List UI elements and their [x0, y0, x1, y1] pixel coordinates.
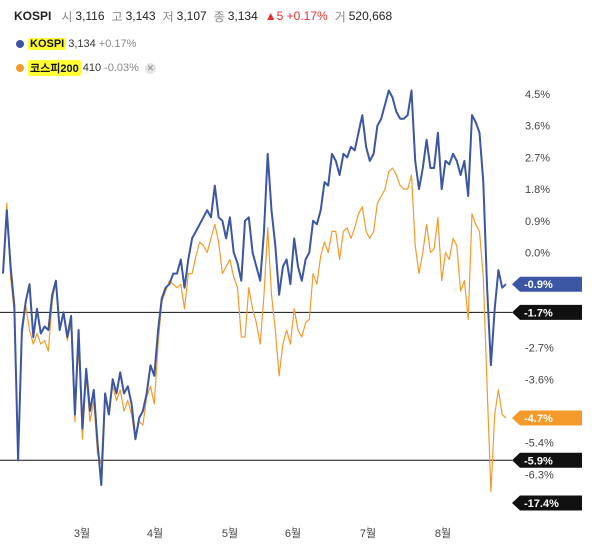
x-tick-label: 6월: [285, 527, 301, 540]
y-tick-label: 2.7%: [525, 152, 550, 164]
legend-name: 코스피200: [28, 60, 81, 76]
legend-change: -0.03%: [104, 62, 139, 74]
x-tick-label: 5월: [222, 527, 238, 540]
symbol-label: KOSPI: [14, 9, 52, 23]
low-value: 3,107: [176, 9, 207, 23]
change-value: ▲5 +0.17%: [264, 9, 328, 23]
x-tick-label: 4월: [147, 527, 163, 540]
y-tick-label: 0.0%: [525, 248, 550, 260]
open-value: 3,116: [75, 9, 105, 23]
legend-change: +0.17%: [98, 38, 137, 50]
y-value-marker: [512, 452, 582, 468]
x-tick-label: 8월: [435, 527, 451, 540]
y-value-marker-label: -4.7%: [524, 413, 553, 425]
y-value-marker-label: -5.9%: [524, 455, 553, 467]
y-value-marker-label: -17.4%: [524, 498, 559, 510]
y-value-marker-label: -1.7%: [524, 307, 553, 319]
volume-value: 520,668: [348, 9, 393, 23]
high-label: 고: [111, 9, 123, 24]
legend-value: 3,134: [68, 38, 96, 50]
y-value-marker: [512, 276, 582, 292]
close-label: 종: [213, 9, 225, 24]
y-tick-label: -6.3%: [525, 469, 554, 481]
kospi-series-line: [2, 89, 507, 486]
y-value-marker: [512, 410, 582, 426]
y-tick-label: -5.4%: [525, 438, 554, 450]
y-tick-label: 3.6%: [525, 121, 550, 133]
y-value-marker: [512, 304, 582, 320]
low-label: 저: [162, 9, 174, 24]
legend-name: KOSPI: [28, 38, 67, 50]
legend-item-kospi[interactable]: KOSPI 3,134 +0.17%: [16, 38, 136, 50]
remove-series-close-icon[interactable]: ✕: [144, 62, 156, 74]
y-tick-label: -2.7%: [525, 343, 554, 355]
x-tick-label: 7월: [360, 527, 376, 540]
series-dot-icon: [16, 64, 24, 72]
legend-item-kospi200[interactable]: 코스피200 410 -0.03% ✕: [16, 60, 156, 76]
y-value-marker-label: -0.9%: [524, 279, 553, 291]
y-tick-label: 4.5%: [525, 89, 550, 101]
volume-label: 거: [334, 9, 346, 24]
close-value: 3,134: [227, 9, 258, 23]
quote-header: KOSPI 시 3,116 고 3,143 저 3,107 종 3,134 ▲5…: [14, 6, 399, 26]
y-tick-label: -3.6%: [525, 374, 554, 386]
y-tick-label: 1.8%: [525, 184, 550, 196]
legend-value: 410: [82, 62, 102, 74]
y-tick-label: 0.9%: [525, 216, 550, 228]
y-value-marker: [512, 495, 582, 511]
x-tick-label: 3월: [74, 527, 90, 540]
open-label: 시: [61, 9, 73, 24]
series-dot-icon: [16, 40, 24, 48]
high-value: 3,143: [125, 9, 156, 23]
